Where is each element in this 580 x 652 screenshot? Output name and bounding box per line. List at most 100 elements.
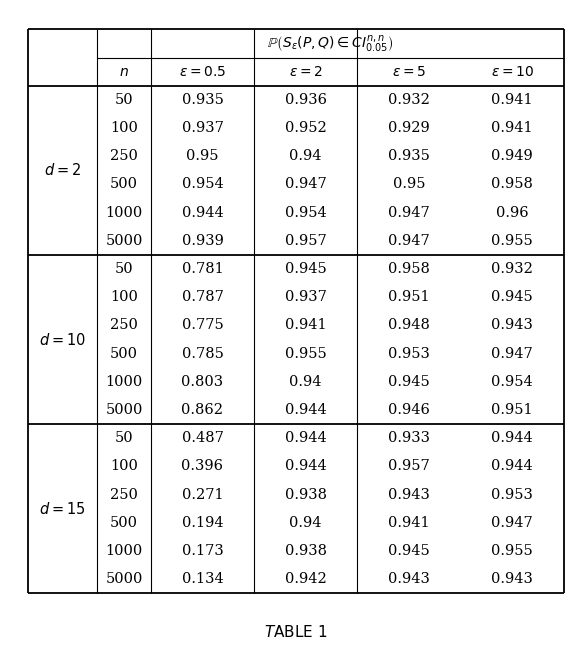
Text: 0.955: 0.955: [285, 347, 327, 361]
Text: 0.775: 0.775: [182, 318, 223, 333]
Text: 100: 100: [110, 290, 138, 304]
Text: 0.938: 0.938: [285, 544, 327, 558]
Text: $n$: $n$: [119, 65, 129, 79]
Text: 0.94: 0.94: [289, 149, 322, 163]
Text: 0.96: 0.96: [496, 205, 528, 220]
Text: 0.954: 0.954: [182, 177, 223, 192]
Text: 0.947: 0.947: [491, 516, 533, 530]
Text: 0.943: 0.943: [491, 572, 533, 586]
Text: $\epsilon = 2$: $\epsilon = 2$: [289, 65, 322, 79]
Text: 500: 500: [110, 177, 138, 192]
Text: 0.944: 0.944: [285, 431, 327, 445]
Text: 0.957: 0.957: [285, 234, 327, 248]
Text: 0.932: 0.932: [388, 93, 430, 107]
Text: 0.958: 0.958: [388, 262, 430, 276]
Text: 0.951: 0.951: [388, 290, 430, 304]
Text: 0.951: 0.951: [491, 403, 533, 417]
Text: 0.94: 0.94: [289, 375, 322, 389]
Text: 100: 100: [110, 121, 138, 135]
Text: 0.787: 0.787: [182, 290, 223, 304]
Text: 0.937: 0.937: [285, 290, 327, 304]
Text: 50: 50: [115, 431, 133, 445]
Text: 0.785: 0.785: [182, 347, 223, 361]
Text: 0.952: 0.952: [285, 121, 327, 135]
Text: $\epsilon = 5$: $\epsilon = 5$: [392, 65, 426, 79]
Text: 0.947: 0.947: [388, 205, 430, 220]
Text: $d = 2$: $d = 2$: [44, 162, 81, 179]
Text: 0.194: 0.194: [182, 516, 223, 530]
Text: 5000: 5000: [106, 572, 143, 586]
Text: 0.935: 0.935: [388, 149, 430, 163]
Text: 0.947: 0.947: [388, 234, 430, 248]
Text: 0.953: 0.953: [491, 488, 533, 501]
Text: 0.95: 0.95: [393, 177, 425, 192]
Text: 0.945: 0.945: [285, 262, 327, 276]
Text: 0.944: 0.944: [491, 460, 533, 473]
Text: 5000: 5000: [106, 234, 143, 248]
Text: 0.945: 0.945: [491, 290, 533, 304]
Text: 0.945: 0.945: [388, 544, 430, 558]
Text: 0.944: 0.944: [285, 403, 327, 417]
Text: 0.939: 0.939: [182, 234, 223, 248]
Text: $\epsilon = 10$: $\epsilon = 10$: [491, 65, 534, 79]
Text: 0.943: 0.943: [388, 572, 430, 586]
Text: 50: 50: [115, 262, 133, 276]
Text: 250: 250: [110, 488, 138, 501]
Text: 0.942: 0.942: [285, 572, 327, 586]
Text: 0.958: 0.958: [491, 177, 533, 192]
Text: 0.936: 0.936: [285, 93, 327, 107]
Text: $d = 15$: $d = 15$: [39, 501, 86, 517]
Text: $\epsilon = 0.5$: $\epsilon = 0.5$: [179, 65, 226, 79]
Text: 1000: 1000: [106, 544, 143, 558]
Text: 0.941: 0.941: [388, 516, 430, 530]
Text: 50: 50: [115, 93, 133, 107]
Text: 0.945: 0.945: [388, 375, 430, 389]
Text: 0.944: 0.944: [285, 460, 327, 473]
Text: 0.944: 0.944: [182, 205, 223, 220]
Text: $d = 10$: $d = 10$: [39, 331, 86, 348]
Text: 0.933: 0.933: [388, 431, 430, 445]
Text: 0.943: 0.943: [388, 488, 430, 501]
Text: 0.95: 0.95: [186, 149, 219, 163]
Text: 0.803: 0.803: [182, 375, 223, 389]
Text: $\mathbb{P}\left(S_{\epsilon}(P,Q) \in CI_{0.05}^{n,n}\right)$: $\mathbb{P}\left(S_{\epsilon}(P,Q) \in C…: [267, 33, 394, 53]
Text: 250: 250: [110, 149, 138, 163]
Text: $\mathit{T}$$\mathrm{ABLE\ 1}$: $\mathit{T}$$\mathrm{ABLE\ 1}$: [264, 625, 328, 640]
Text: 0.953: 0.953: [388, 347, 430, 361]
Text: 0.94: 0.94: [289, 516, 322, 530]
Text: 500: 500: [110, 516, 138, 530]
Text: 0.955: 0.955: [491, 234, 533, 248]
Text: 0.943: 0.943: [491, 318, 533, 333]
Text: 0.941: 0.941: [491, 93, 533, 107]
Text: 0.947: 0.947: [491, 347, 533, 361]
Text: 0.957: 0.957: [388, 460, 430, 473]
Text: 0.938: 0.938: [285, 488, 327, 501]
Text: 0.862: 0.862: [182, 403, 223, 417]
Text: 0.941: 0.941: [491, 121, 533, 135]
Text: 0.946: 0.946: [388, 403, 430, 417]
Text: 0.134: 0.134: [182, 572, 223, 586]
Text: 0.173: 0.173: [182, 544, 223, 558]
Text: 0.396: 0.396: [182, 460, 223, 473]
Text: 0.955: 0.955: [491, 544, 533, 558]
Text: 0.487: 0.487: [182, 431, 223, 445]
Text: 0.954: 0.954: [491, 375, 533, 389]
Text: 500: 500: [110, 347, 138, 361]
Text: 1000: 1000: [106, 205, 143, 220]
Text: 100: 100: [110, 460, 138, 473]
Text: 1000: 1000: [106, 375, 143, 389]
Text: 5000: 5000: [106, 403, 143, 417]
Text: 0.929: 0.929: [388, 121, 430, 135]
Text: 0.947: 0.947: [285, 177, 327, 192]
Text: 0.944: 0.944: [491, 431, 533, 445]
Text: 0.941: 0.941: [285, 318, 327, 333]
Text: 250: 250: [110, 318, 138, 333]
Text: 0.932: 0.932: [491, 262, 533, 276]
Text: 0.954: 0.954: [285, 205, 327, 220]
Text: 0.781: 0.781: [182, 262, 223, 276]
Text: 0.948: 0.948: [388, 318, 430, 333]
Text: 0.937: 0.937: [182, 121, 223, 135]
Text: 0.949: 0.949: [491, 149, 533, 163]
Text: 0.271: 0.271: [182, 488, 223, 501]
Text: 0.935: 0.935: [182, 93, 223, 107]
